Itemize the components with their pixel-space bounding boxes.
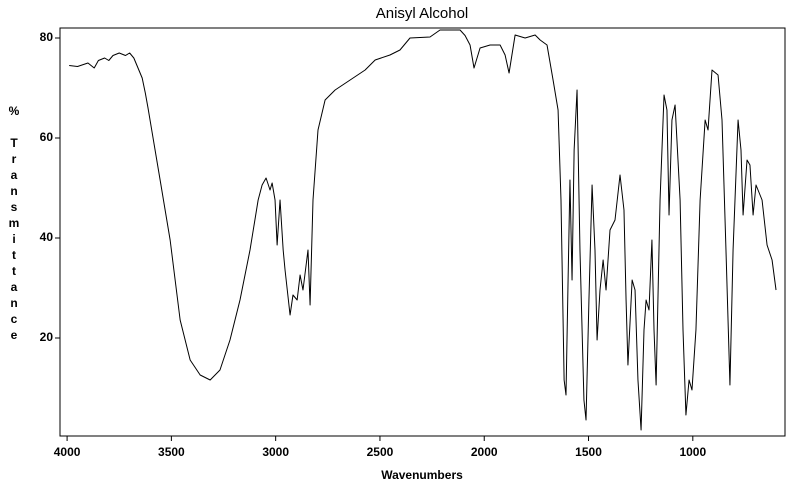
y-axis-label: % Transmittance — [7, 104, 21, 344]
x-tick-label: 3000 — [262, 445, 289, 459]
x-tick-label: 1000 — [679, 445, 706, 459]
x-tick-label: 4000 — [54, 445, 81, 459]
x-axis-label: Wavenumbers — [381, 468, 463, 482]
x-tick-label: 2000 — [471, 445, 498, 459]
y-tick-label: 20 — [40, 330, 54, 344]
plot-frame — [59, 27, 786, 437]
x-tick-label: 1500 — [575, 445, 602, 459]
y-tick-label: 60 — [40, 130, 54, 144]
y-tick-label: 80 — [40, 30, 54, 44]
x-tick-label: 2500 — [367, 445, 394, 459]
y-tick-label: 40 — [40, 230, 54, 244]
x-tick-label: 3500 — [158, 445, 185, 459]
chart-title: Anisyl Alcohol — [376, 5, 469, 22]
spectrum-line — [69, 29, 777, 431]
